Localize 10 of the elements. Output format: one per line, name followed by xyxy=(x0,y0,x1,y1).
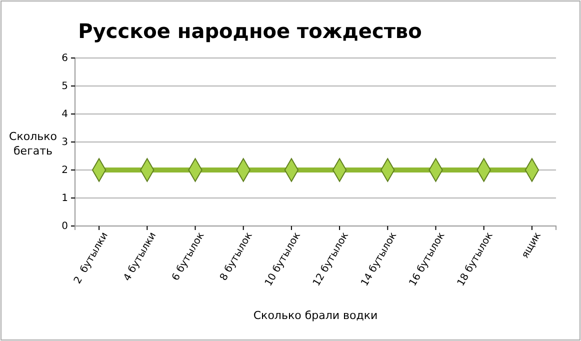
x-axis-title: Сколько брали водки xyxy=(253,309,378,322)
y-tick-label: 5 xyxy=(62,81,68,92)
y-tick-label: 1 xyxy=(62,193,68,204)
y-tick-label: 0 xyxy=(62,221,68,232)
y-tick-label: 6 xyxy=(62,53,68,64)
chart-title: Русское народное тождество xyxy=(78,19,422,43)
y-tick-label: 4 xyxy=(62,109,68,120)
y-axis-title: Сколько бегать xyxy=(9,130,58,158)
y-tick-label: 3 xyxy=(62,137,68,148)
y-tick-label: 2 xyxy=(62,165,68,176)
